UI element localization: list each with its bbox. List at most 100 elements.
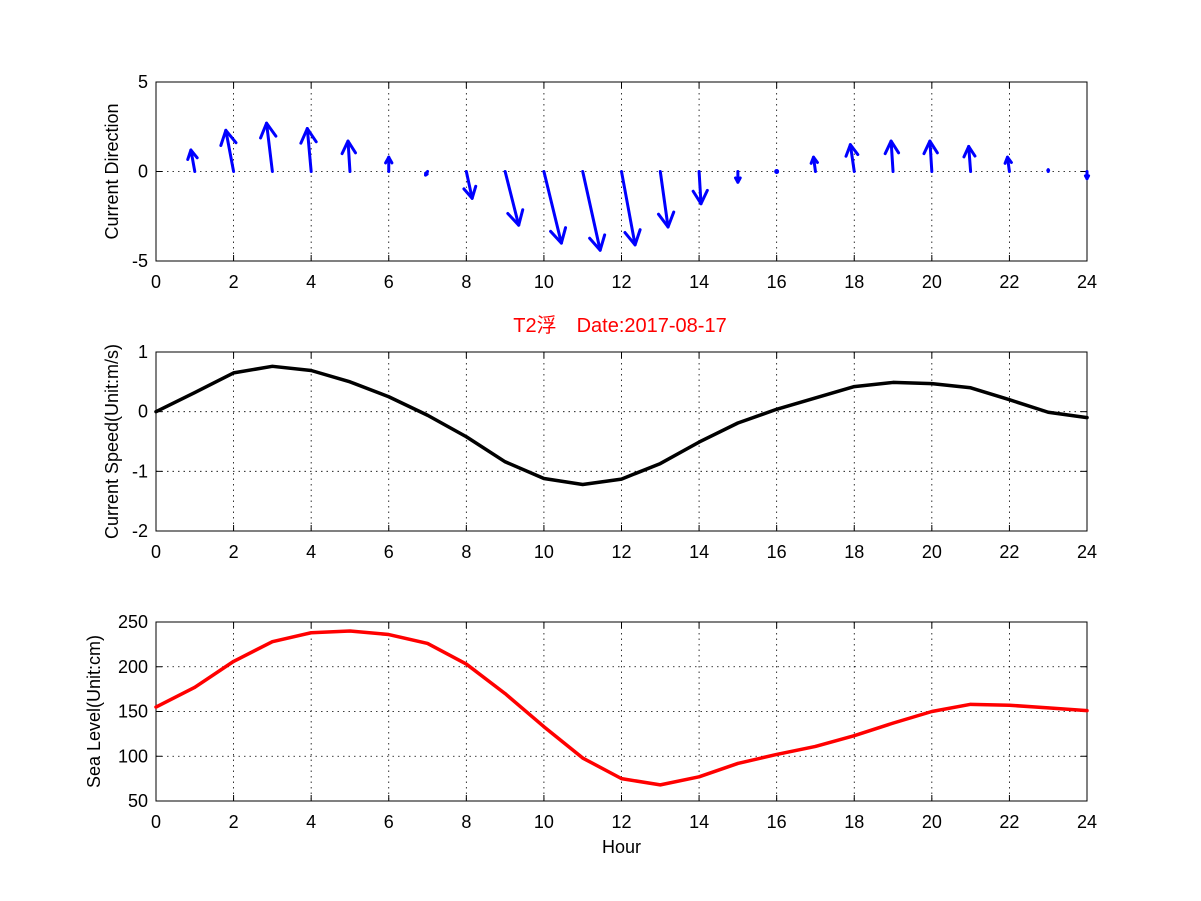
y-axis-label: Current Direction [102, 103, 122, 239]
x-tick-label: 6 [384, 542, 394, 562]
data-point [620, 477, 623, 481]
y-tick-label: 250 [118, 612, 148, 632]
x-tick-label: 22 [999, 542, 1019, 562]
arrow-shaft [189, 148, 197, 173]
x-tick-label: 16 [767, 812, 787, 832]
x-tick-label: 20 [922, 272, 942, 292]
current-vector-arrow [1003, 155, 1013, 173]
data-point [542, 725, 546, 729]
x-tick-label: 2 [229, 812, 239, 832]
data-point [193, 685, 197, 689]
data-point [697, 775, 701, 779]
arrow-shaft [464, 170, 474, 200]
x-tick-label: 14 [689, 542, 709, 562]
x-tick-label: 4 [306, 812, 316, 832]
arrow-shaft [305, 127, 313, 173]
data-point [736, 761, 740, 765]
current-vector-arrow [384, 155, 394, 173]
data-point [193, 391, 197, 395]
current-vector-arrow [734, 170, 742, 184]
x-tick-label: 24 [1077, 542, 1097, 562]
current-vector-arrow [1083, 170, 1091, 181]
data-point [503, 692, 507, 696]
current-vector-arrow [809, 155, 819, 173]
x-tick-label: 14 [689, 272, 709, 292]
y-tick-label: 5 [138, 72, 148, 92]
current-vector-arrow [340, 139, 357, 173]
x-tick-label: 8 [461, 812, 471, 832]
arrow-head [340, 139, 357, 156]
current-vector-arrow [691, 170, 709, 206]
current-vector-arrow [883, 139, 901, 173]
data-point [464, 435, 468, 439]
arrow-shaft [928, 139, 934, 173]
data-point [852, 734, 856, 738]
data-point [775, 407, 779, 411]
current-vector-arrow [581, 170, 607, 252]
x-tick-label: 6 [384, 272, 394, 292]
data-point [232, 371, 236, 375]
current-vector-arrow [542, 170, 568, 245]
data-point [620, 777, 623, 781]
arrow-head [962, 144, 977, 159]
data-point [426, 413, 430, 417]
y-tick-label: 200 [118, 657, 148, 677]
data-point [1085, 416, 1089, 420]
current-vector-arrow [844, 143, 860, 173]
data-point [697, 440, 701, 444]
arrow-shaft [503, 170, 521, 227]
arrow-shaft [697, 170, 703, 206]
current-vector-arrow [1046, 168, 1051, 173]
current-vector-arrow [186, 148, 199, 173]
data-point [503, 460, 507, 464]
arrow-shaft [889, 139, 895, 173]
y-tick-label: -5 [132, 251, 148, 271]
x-tick-label: 16 [767, 542, 787, 562]
data-point [930, 382, 934, 386]
data-point [1007, 703, 1011, 707]
figure-title: T2浮 Date:2017-08-17 [513, 314, 726, 337]
data-point [969, 702, 973, 706]
x-tick-label: 18 [844, 272, 864, 292]
x-tick-label: 4 [306, 542, 316, 562]
data-point [154, 705, 158, 709]
data-point [969, 386, 973, 390]
x-tick-label: 0 [151, 272, 161, 292]
arrow-head [1003, 155, 1013, 165]
x-tick-label: 10 [534, 542, 554, 562]
x-tick-label: 18 [844, 542, 864, 562]
data-point [775, 752, 779, 756]
current-vector-arrow [424, 170, 430, 177]
data-point [348, 380, 352, 384]
data-point [542, 476, 546, 480]
current-vector-arrow [503, 170, 525, 227]
data-point [581, 756, 585, 760]
x-tick-label: 16 [767, 272, 787, 292]
data-point [270, 364, 274, 368]
arrow-shaft [620, 170, 637, 247]
x-tick-label: 8 [461, 542, 471, 562]
current-vector-arrow [259, 121, 278, 173]
y-tick-label: 0 [138, 162, 148, 182]
arrow-head [299, 127, 318, 145]
arrow-shaft [265, 121, 274, 173]
arrow-head [656, 210, 676, 229]
arrow-head [219, 128, 238, 148]
x-tick-label: 0 [151, 812, 161, 832]
x-tick-label: 12 [611, 542, 631, 562]
y-tick-label: 1 [138, 342, 148, 362]
data-point [581, 482, 585, 486]
data-point [464, 662, 468, 666]
y-tick-label: 100 [118, 746, 148, 766]
y-tick-label: 50 [128, 791, 148, 811]
x-tick-label: 20 [922, 542, 942, 562]
y-tick-label: 0 [138, 402, 148, 422]
data-point [232, 659, 236, 663]
x-tick-label: 0 [151, 542, 161, 562]
arrow-shaft [542, 170, 563, 245]
x-tick-label: 8 [461, 272, 471, 292]
series-line [154, 629, 1089, 787]
arrow-head [1046, 168, 1051, 172]
